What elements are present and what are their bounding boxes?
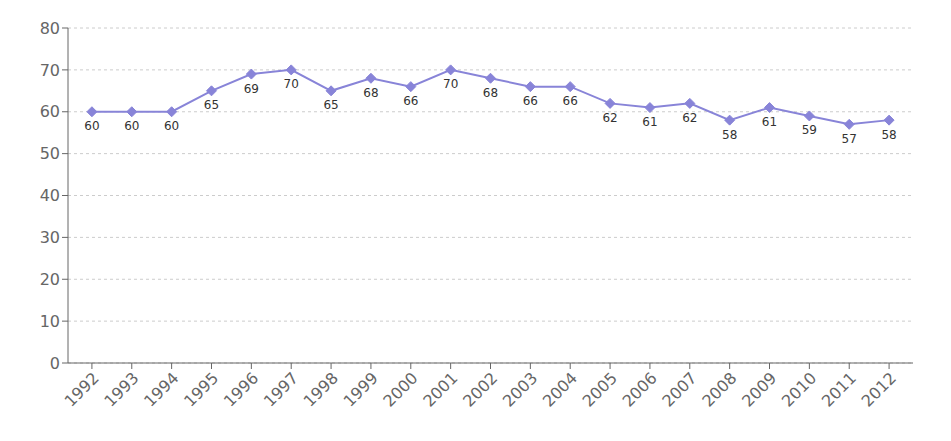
svg-text:66: 66	[523, 94, 538, 108]
svg-text:61: 61	[762, 115, 777, 129]
svg-text:1999: 1999	[340, 368, 382, 410]
svg-text:70: 70	[443, 77, 458, 91]
svg-text:1994: 1994	[140, 368, 182, 410]
svg-text:2005: 2005	[579, 368, 621, 410]
svg-text:70: 70	[284, 77, 299, 91]
svg-text:40: 40	[40, 186, 60, 205]
svg-text:66: 66	[563, 94, 578, 108]
svg-text:0: 0	[50, 354, 60, 373]
svg-text:2010: 2010	[778, 368, 820, 410]
svg-text:2011: 2011	[818, 368, 860, 410]
svg-text:2001: 2001	[419, 368, 461, 410]
svg-text:60: 60	[40, 102, 60, 121]
svg-text:68: 68	[483, 86, 498, 100]
svg-text:2008: 2008	[698, 368, 740, 410]
svg-text:65: 65	[204, 98, 219, 112]
svg-text:2006: 2006	[619, 368, 661, 410]
svg-text:1995: 1995	[180, 368, 222, 410]
svg-text:2002: 2002	[459, 368, 501, 410]
svg-text:2004: 2004	[539, 368, 581, 410]
svg-text:50: 50	[40, 144, 60, 163]
svg-text:2003: 2003	[499, 368, 541, 410]
svg-text:57: 57	[842, 132, 857, 146]
svg-text:60: 60	[164, 119, 179, 133]
svg-text:70: 70	[40, 61, 60, 80]
svg-text:68: 68	[363, 86, 378, 100]
svg-text:1996: 1996	[220, 368, 262, 410]
svg-text:69: 69	[244, 82, 259, 96]
svg-text:58: 58	[722, 128, 737, 142]
svg-text:62: 62	[682, 111, 697, 125]
svg-text:2007: 2007	[658, 368, 700, 410]
svg-text:20: 20	[40, 270, 60, 289]
svg-text:1992: 1992	[61, 368, 103, 410]
svg-text:2000: 2000	[379, 368, 421, 410]
svg-text:60: 60	[124, 119, 139, 133]
svg-text:1997: 1997	[260, 368, 302, 410]
svg-text:1993: 1993	[100, 368, 142, 410]
svg-text:1998: 1998	[300, 368, 342, 410]
svg-text:61: 61	[642, 115, 657, 129]
svg-text:30: 30	[40, 228, 60, 247]
svg-text:59: 59	[802, 123, 817, 137]
svg-text:66: 66	[403, 94, 418, 108]
svg-text:62: 62	[602, 111, 617, 125]
svg-text:65: 65	[323, 98, 338, 112]
svg-text:10: 10	[40, 312, 60, 331]
svg-text:2009: 2009	[738, 368, 780, 410]
svg-text:80: 80	[40, 19, 60, 38]
svg-text:2012: 2012	[858, 368, 900, 410]
svg-text:58: 58	[881, 128, 896, 142]
svg-text:60: 60	[84, 119, 99, 133]
